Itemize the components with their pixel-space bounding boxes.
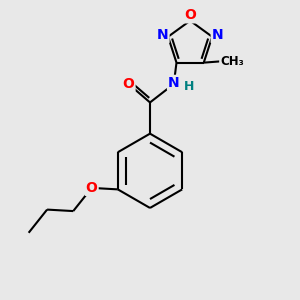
Text: O: O (123, 77, 134, 91)
Text: O: O (184, 8, 196, 22)
Text: CH₃: CH₃ (220, 55, 244, 68)
Text: N: N (157, 28, 169, 42)
Text: N: N (212, 28, 223, 42)
Text: O: O (86, 181, 98, 195)
Text: H: H (184, 80, 194, 93)
Text: N: N (168, 76, 180, 90)
